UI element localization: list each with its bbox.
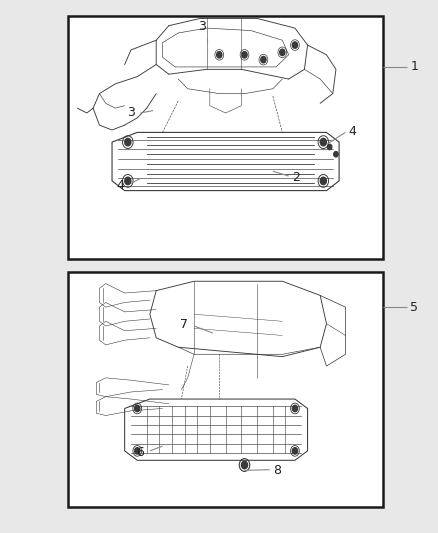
Text: 1: 1 [410, 60, 418, 74]
Circle shape [241, 461, 247, 469]
Text: 8: 8 [273, 464, 281, 478]
Circle shape [292, 42, 297, 49]
Circle shape [292, 405, 297, 411]
Circle shape [292, 448, 297, 454]
Circle shape [134, 405, 140, 411]
Circle shape [242, 52, 247, 58]
Circle shape [125, 177, 131, 184]
Text: 2: 2 [292, 171, 300, 184]
Text: 4: 4 [117, 179, 125, 192]
Circle shape [334, 151, 338, 157]
Circle shape [217, 52, 222, 58]
Circle shape [328, 144, 332, 150]
Text: 4: 4 [349, 125, 357, 138]
Circle shape [320, 177, 326, 184]
Circle shape [134, 448, 140, 454]
Bar [68, 16, 383, 259]
Text: 7: 7 [180, 318, 188, 332]
Circle shape [320, 139, 326, 146]
Text: 5: 5 [410, 301, 418, 313]
Text: 3: 3 [127, 107, 135, 119]
Circle shape [125, 139, 131, 146]
Circle shape [261, 56, 266, 63]
Text: 3: 3 [198, 20, 206, 34]
Bar [68, 272, 383, 507]
Text: 6: 6 [136, 446, 144, 458]
Circle shape [280, 49, 285, 55]
